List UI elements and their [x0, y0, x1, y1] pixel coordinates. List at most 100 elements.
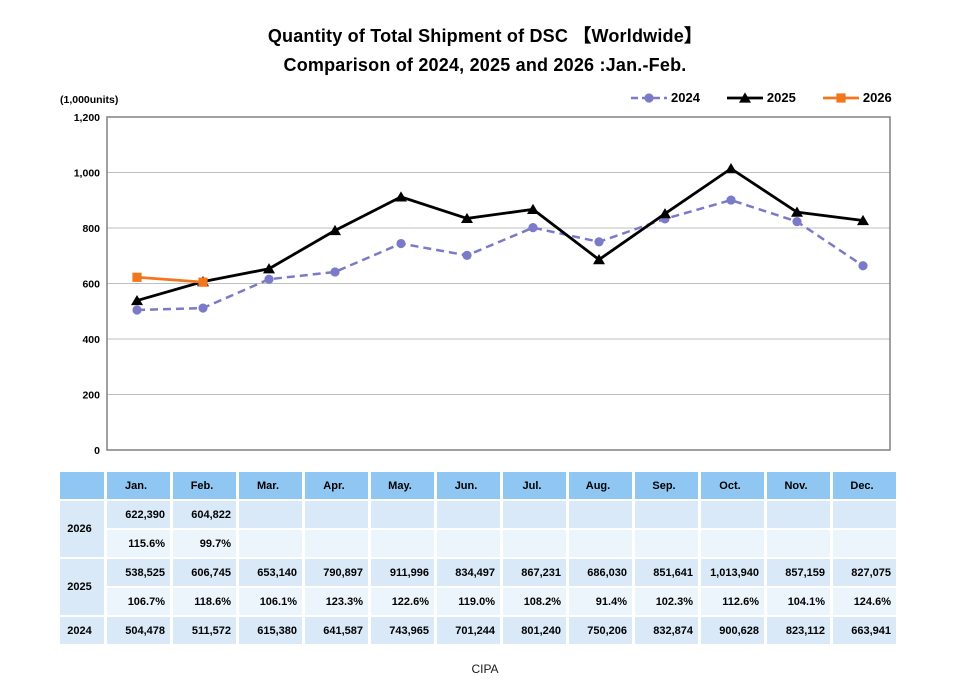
table-cell-percent: 123.3% [305, 588, 368, 615]
circle-marker [462, 250, 472, 261]
circle-marker [528, 223, 538, 233]
table-cell-units: 790,897 [305, 559, 368, 586]
circle-marker [594, 237, 604, 247]
table-cell-units: 911,996 [371, 559, 434, 586]
table-cell-percent: 124.6% [833, 588, 896, 615]
table-cell-percent: 122.6% [371, 588, 434, 615]
table-cell-percent: 104.1% [767, 588, 830, 615]
table-cell-units: 641,587 [305, 617, 368, 644]
column-header-dec: Dec. [833, 472, 896, 499]
column-header-feb: Feb. [173, 472, 236, 499]
series-markers-2024 [132, 195, 868, 315]
table-cell-percent: 115.6% [107, 530, 170, 557]
table-cell-percent: 106.7% [107, 588, 170, 615]
series-line-2025 [136, 166, 864, 302]
column-header-jun: Jun. [437, 472, 500, 499]
line-chart: 0 200 400 600 800 1,000 1,200 [74, 112, 891, 457]
row-label-2024: 2024 [60, 617, 104, 644]
circle-marker [644, 92, 654, 103]
y-axis-tick-label: 200 [82, 390, 100, 402]
plot-border [106, 116, 891, 451]
y-axis-tick-label: 1,200 [74, 112, 100, 124]
source-label: CIPA [471, 662, 499, 676]
column-header-may: May. [371, 472, 434, 499]
table-cell-percent: 106.1% [239, 588, 302, 615]
table-header-row: Jan. Feb. Mar. Apr. May. Jun. Jul. Aug. Sep. Oct.… [60, 472, 896, 499]
table-cell-units: 653,140 [239, 559, 302, 586]
column-header-mar: Mar. [239, 472, 302, 499]
table-cell-percent [569, 530, 632, 557]
table-cell-units: 604,822 [173, 501, 236, 528]
table-cell-units: 827,075 [833, 559, 896, 586]
table-cell-percent [305, 530, 368, 557]
table-cell-percent [635, 530, 698, 557]
triangle-marker [725, 163, 737, 174]
data-table: Jan. Feb. Mar. Apr. May. Jun. Jul. Aug. Sep. Oct.… [57, 470, 899, 646]
series-line-2024 [136, 198, 864, 312]
table-cell-percent [503, 530, 566, 557]
table-cell-units: 701,244 [437, 617, 500, 644]
y-axis-tick-label: 600 [82, 279, 100, 291]
table-cell-units: 686,030 [569, 559, 632, 586]
series-markers-2026 [132, 272, 208, 287]
table-cell-units: 834,497 [437, 559, 500, 586]
table-cell-units: 832,874 [635, 617, 698, 644]
column-header-oct: Oct. [701, 472, 764, 499]
chart-title-line1: Quantity of Total Shipment of DSC 【World… [267, 26, 703, 46]
triangle-marker [395, 191, 407, 202]
table-cell-units [701, 501, 764, 528]
table-cell-units [239, 501, 302, 528]
table-cell-units: 663,941 [833, 617, 896, 644]
circle-marker [726, 195, 736, 205]
table-cell-units: 801,240 [503, 617, 566, 644]
table-row-2026-percent: 115.6% 99.7% [60, 530, 896, 557]
table-cell-percent: 108.2% [503, 588, 566, 615]
row-label-2025: 2025 [60, 559, 104, 615]
table-cell-units [305, 501, 368, 528]
table-cell-units: 615,380 [239, 617, 302, 644]
circle-marker [132, 305, 142, 315]
square-marker [132, 272, 142, 282]
table-corner-cell [60, 472, 104, 499]
table-cell-units [503, 501, 566, 528]
column-header-aug: Aug. [569, 472, 632, 499]
table-cell-units [833, 501, 896, 528]
triangle-marker [659, 208, 671, 219]
legend-item-2025: 2025 [726, 90, 796, 105]
legend-label: 2025 [766, 90, 796, 105]
table-cell-units: 622,390 [107, 501, 170, 528]
triangle-marker [131, 294, 143, 306]
table-cell-percent [437, 530, 500, 557]
triangle-marker [527, 203, 539, 214]
chart-title-line2: Comparison of 2024, 2025 and 2026 :Jan.-… [283, 55, 687, 75]
table-cell-units: 823,112 [767, 617, 830, 644]
table-cell-units: 538,525 [107, 559, 170, 586]
circle-marker [792, 216, 802, 227]
circle-marker [198, 303, 208, 313]
triangle-marker [857, 214, 869, 226]
table-cell-percent: 99.7% [173, 530, 236, 557]
legend-swatch-square-icon [822, 92, 859, 103]
table-cell-percent [239, 530, 302, 557]
square-marker [836, 92, 846, 103]
column-header-jul: Jul. [503, 472, 566, 499]
triangle-marker [791, 206, 803, 217]
table-cell-units: 511,572 [173, 617, 236, 644]
triangle-marker [329, 224, 341, 236]
table-cell-percent: 102.3% [635, 588, 698, 615]
table-cell-units: 504,478 [107, 617, 170, 644]
table-cell-percent: 112.6% [701, 588, 764, 615]
y-axis-tick-label: 1,000 [74, 168, 100, 180]
table-cell-units [767, 501, 830, 528]
column-header-nov: Nov. [767, 472, 830, 499]
table-cell-units: 606,745 [173, 559, 236, 586]
triangle-marker [263, 263, 275, 274]
table-cell-units [569, 501, 632, 528]
table-cell-percent [701, 530, 764, 557]
column-header-sep: Sep. [635, 472, 698, 499]
table-cell-units: 1,013,940 [701, 559, 764, 586]
triangle-marker [738, 91, 751, 103]
table-cell-units [437, 501, 500, 528]
legend-label: 2024 [671, 90, 700, 105]
table-cell-percent [833, 530, 896, 557]
